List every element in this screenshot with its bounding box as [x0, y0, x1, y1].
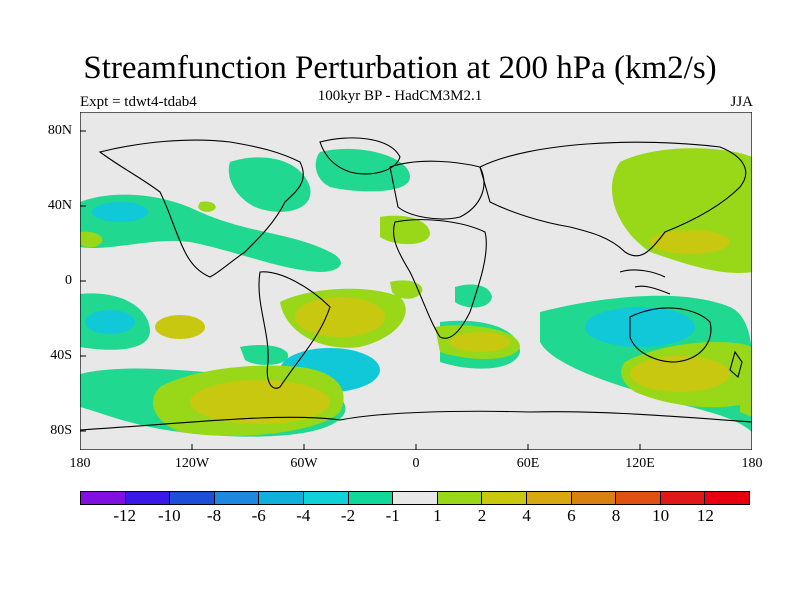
colorbar-swatch	[81, 492, 126, 504]
colorbar-swatch	[616, 492, 661, 504]
lat-label-40s: 40S	[50, 348, 72, 363]
season-label: JJA	[730, 94, 753, 110]
colorbar-label: 1	[433, 506, 442, 525]
colorbar	[80, 491, 750, 505]
lat-label-0: 0	[65, 273, 72, 288]
lat-label-80n: 80N	[47, 123, 72, 138]
coastlines	[80, 137, 752, 431]
colorbar-swatch	[259, 492, 304, 504]
colorbar-label: -1	[385, 506, 400, 525]
strong-positive-cores	[155, 230, 730, 424]
colorbar-swatch	[170, 492, 215, 504]
colorbar-swatch	[125, 492, 171, 504]
colorbar-label: 4	[522, 506, 531, 525]
lon-label-180w: 180	[69, 456, 91, 471]
colorbar-label: -6	[251, 506, 266, 525]
colorbar-swatch	[526, 492, 572, 504]
lon-label-180e: 180	[741, 456, 763, 471]
colorbar-label: -2	[340, 506, 356, 525]
colorbar-swatch	[705, 492, 749, 504]
colorbar-label: -10	[157, 506, 181, 525]
colorbar-label: -4	[296, 506, 311, 525]
lon-label-60w: 60W	[290, 456, 318, 471]
lat-label-80s: 80S	[50, 423, 72, 438]
colorbar-label: 2	[477, 506, 487, 525]
map-panel	[80, 112, 752, 450]
colorbar-swatch	[571, 492, 617, 504]
colorbar-swatch	[214, 492, 260, 504]
colorbar-label: 10	[652, 506, 670, 525]
lon-label-120w: 120W	[174, 456, 210, 471]
lon-label-60e: 60E	[516, 456, 540, 471]
lat-label-40n: 40N	[47, 198, 72, 213]
axis-ticks	[80, 130, 641, 450]
colorbar-swatch	[660, 492, 706, 504]
colorbar-label: 8	[611, 506, 621, 525]
colorbar-label: 6	[567, 506, 576, 525]
chart-title: Streamfunction Perturbation at 200 hPa (…	[83, 50, 717, 86]
colorbar-swatch	[482, 492, 527, 504]
lon-label-0: 0	[412, 456, 420, 471]
colorbar-swatch	[348, 492, 394, 504]
colorbar-swatch	[303, 492, 349, 504]
lon-label-120e: 120E	[625, 456, 655, 471]
colorbar-label: 12	[696, 506, 714, 525]
colorbar-label: -8	[206, 506, 222, 525]
colorbar-swatch	[393, 492, 438, 504]
colorbar-swatch	[437, 492, 483, 504]
experiment-label: Expt = tdwt4-tdab4	[80, 94, 197, 110]
colorbar-label: -12	[113, 506, 136, 525]
chart-subtitle: 100kyr BP - HadCM3M2.1	[317, 88, 483, 104]
